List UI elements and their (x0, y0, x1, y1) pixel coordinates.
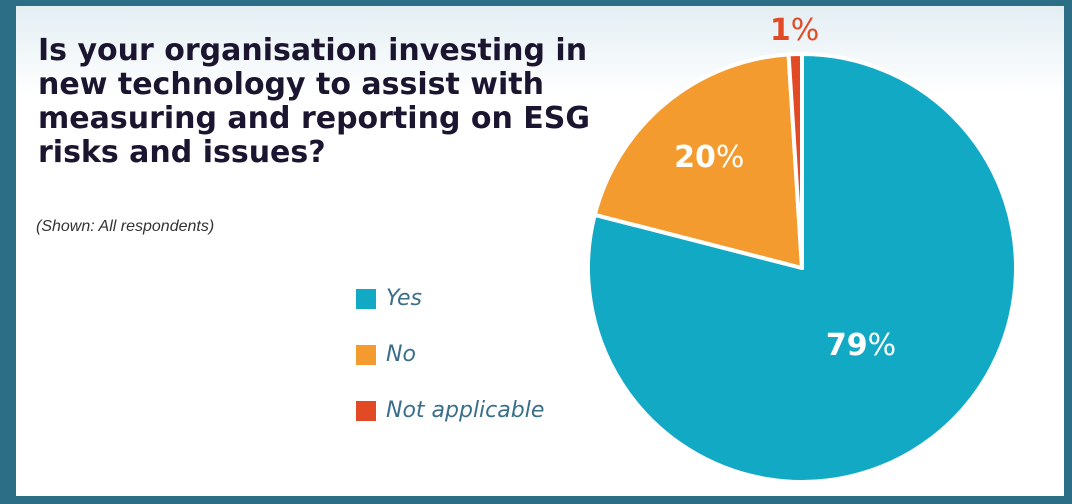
chart-panel: Is your organisation investing in new te… (16, 6, 1064, 496)
legend-swatch-no (356, 345, 376, 365)
data-label-yes: 79% (826, 328, 896, 363)
pie-slice-no (592, 52, 804, 270)
legend-swatch-yes (356, 289, 376, 309)
legend-swatch-not-applicable (356, 401, 376, 421)
legend-label-no: No (386, 342, 416, 367)
data-label-not-applicable: 1% (770, 13, 819, 48)
legend-label-yes: Yes (386, 286, 423, 311)
pie-chart: 79% 20% 1% (586, 13, 1018, 484)
legend-label-not-applicable: Not applicable (386, 398, 545, 423)
chart-title: Is your organisation investing in new te… (38, 33, 590, 170)
chart-subtitle: (Shown: All respondents) (36, 218, 215, 235)
data-label-no: 20% (674, 140, 744, 175)
pie-slice-not-applicable (786, 52, 804, 270)
